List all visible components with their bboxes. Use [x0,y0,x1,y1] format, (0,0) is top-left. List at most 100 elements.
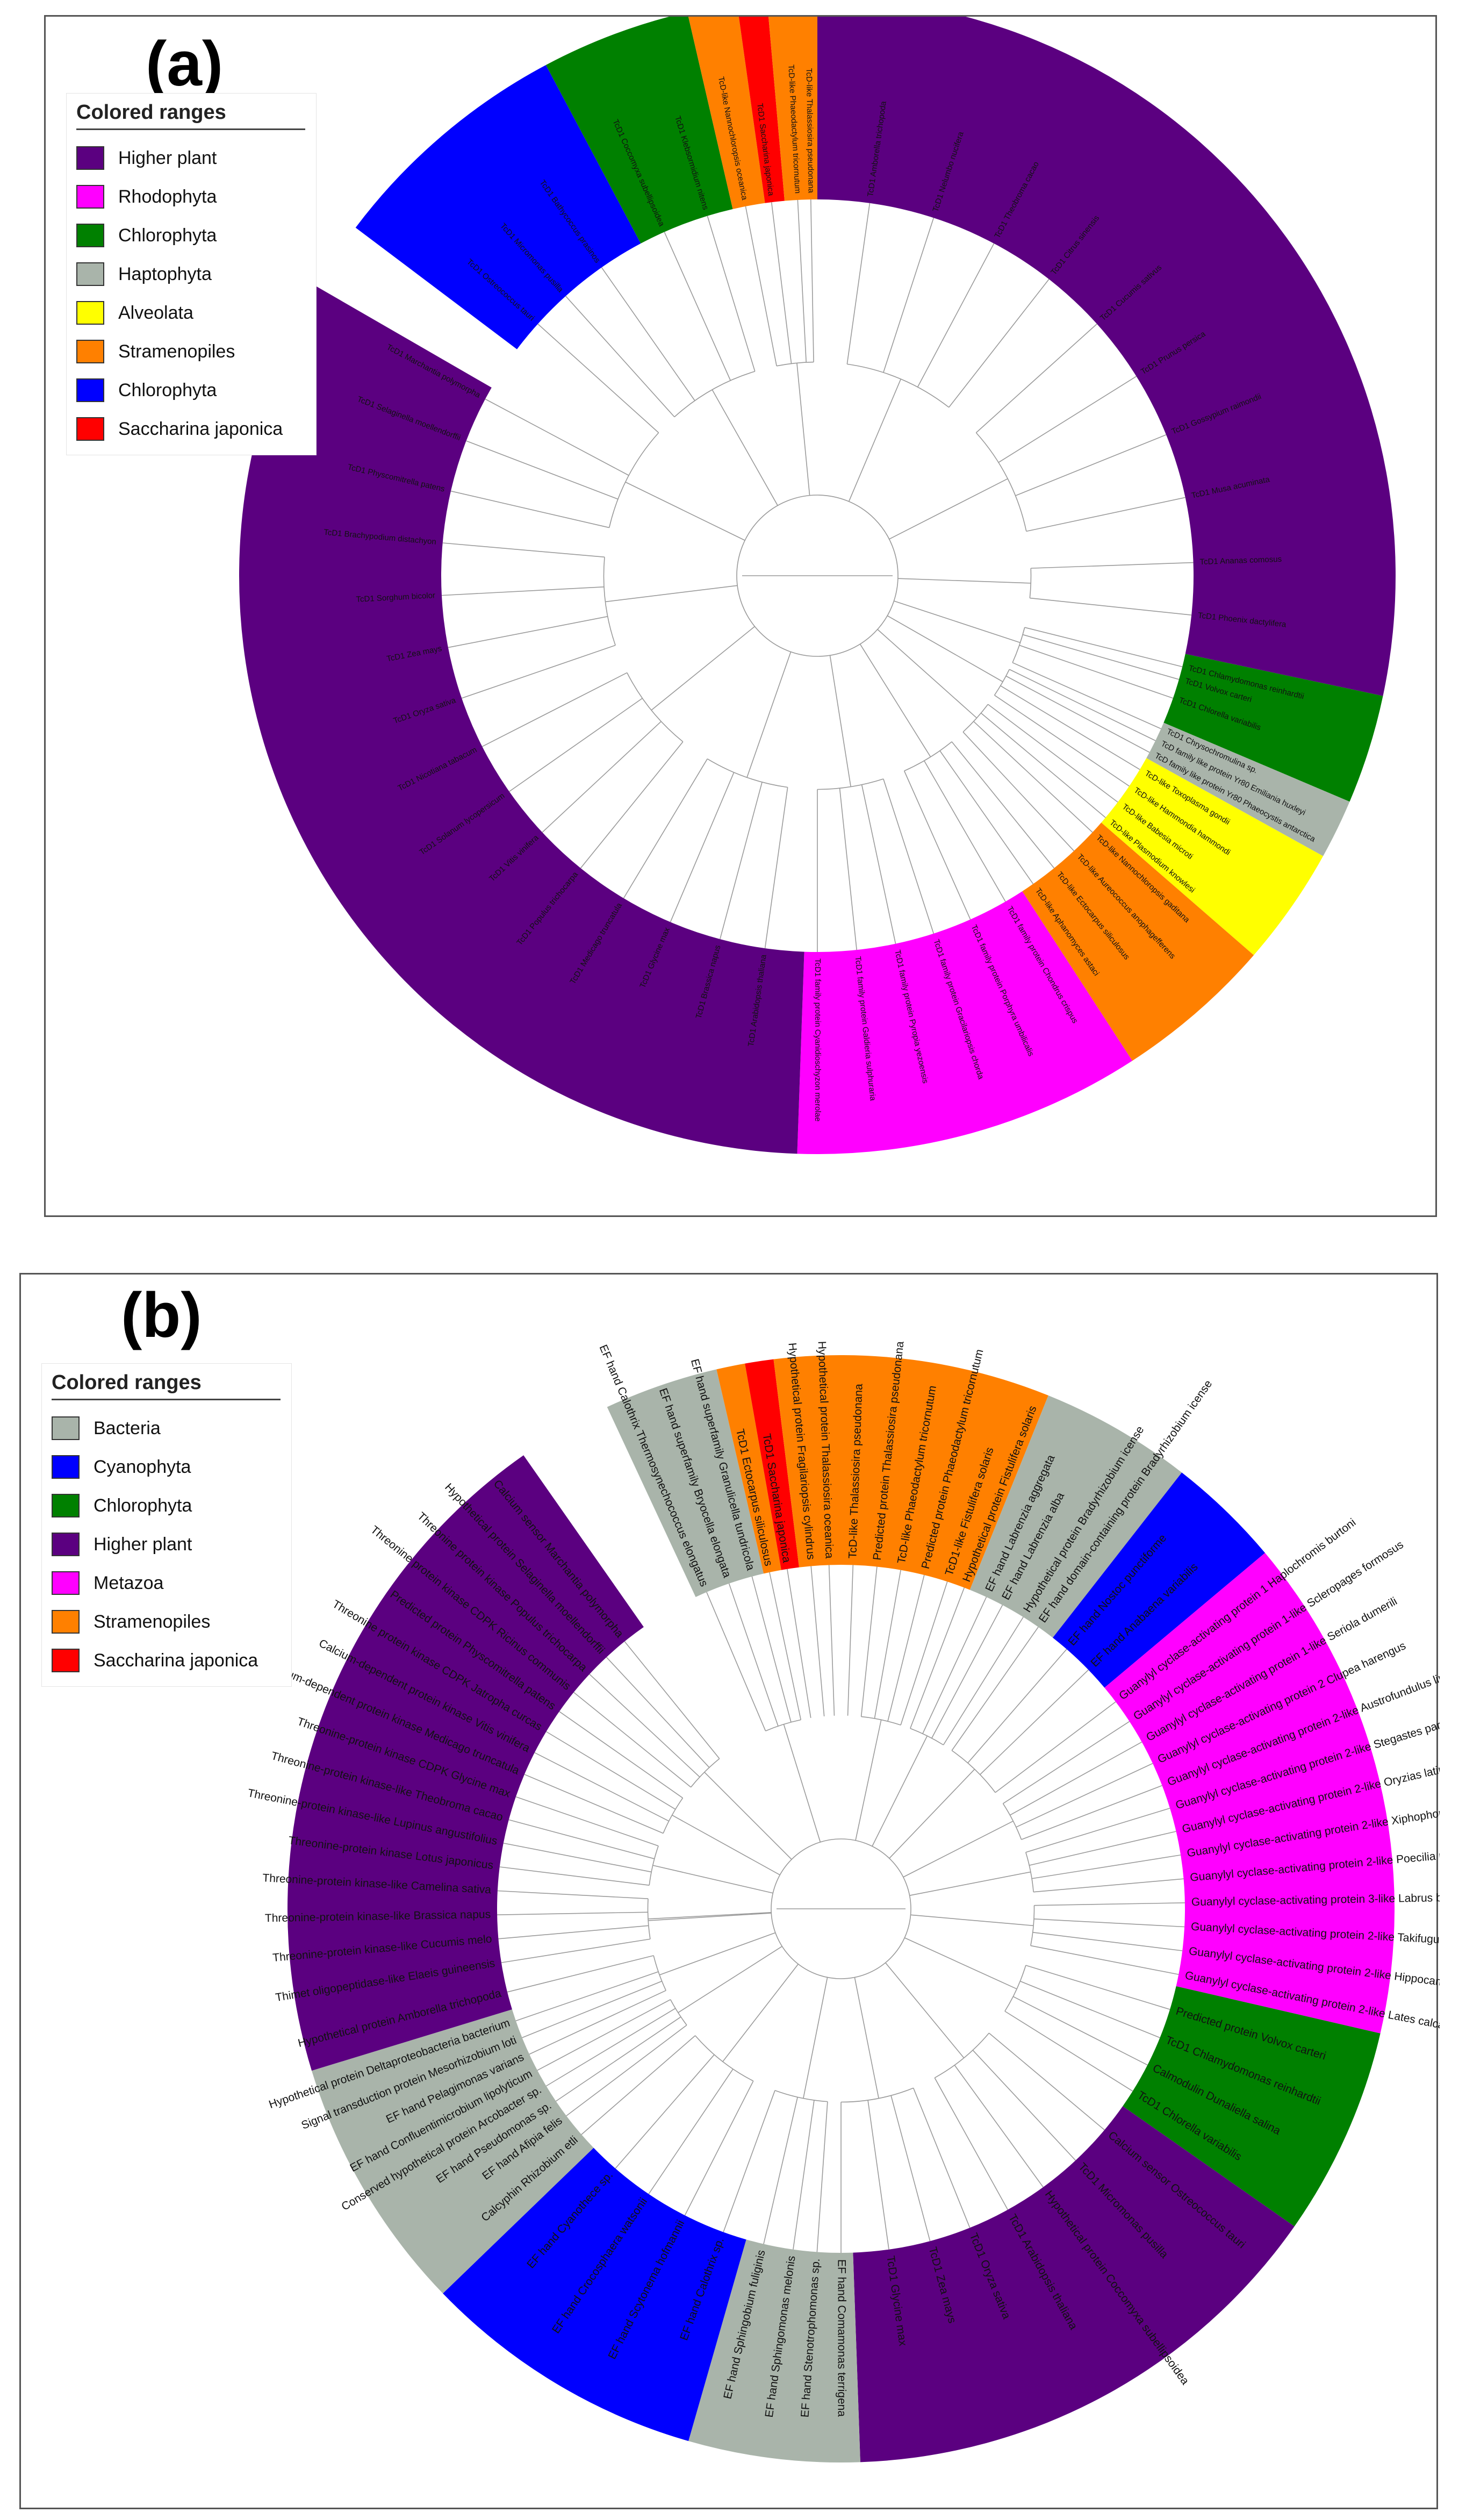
leaf-branch [482,672,628,747]
leaf-branch [924,760,1006,902]
clade-arc [962,704,989,733]
leaf-branch [939,750,1034,884]
legend-item: Alveolata [76,293,305,332]
leaf-branch [546,1731,676,1810]
range-sector [1163,654,1383,802]
leaf-branch [1030,597,1192,615]
panel-b: EF hand Calothrix Thermosynechococcus el… [19,1273,1440,2509]
legend-item: Stramenopiles [52,1602,281,1641]
range-sector [738,17,785,203]
leaf-branch [973,721,1093,833]
legend-label: Higher plant [118,147,217,168]
leaf-branch [998,376,1137,463]
clade-arc [1012,627,1025,663]
leaf-branch [745,206,777,366]
clade-stem [796,363,810,496]
legend-item: Chlorophyta [76,371,305,410]
clade-arc [774,2090,828,2102]
legend-label: Chlorophyta [118,380,217,400]
leaf-branch [1012,1996,1148,2066]
legend-item: Rhodophyta [76,177,305,216]
range-sector [1053,1472,1266,1688]
range-sector [1022,822,1254,1061]
legend-label: Chlorophyta [94,1495,192,1516]
leaf-branch [508,1819,655,1859]
leaf-branch [466,440,619,500]
leaf-branch [910,1587,965,1729]
leaf-branch [995,1701,1116,1793]
range-sector [688,17,765,209]
leaf-branch [723,2090,775,2232]
leaf-branch [931,1605,1003,1738]
leaf-branch [648,2068,734,2195]
clade-stem [625,482,745,541]
leaf-branch [1034,1902,1185,1906]
leaf-branch [501,1938,651,1963]
leaf-branch [461,645,616,699]
range-sector [768,17,817,201]
leaf-branch [566,2024,687,2116]
leaf-branch [1030,1945,1179,1975]
leaf-branch [515,1971,659,2022]
leaf-branch [1032,1932,1183,1951]
clade-arc [670,1999,687,2025]
leaf-branch [846,203,871,364]
color-swatch [52,1571,80,1595]
clade-stem [887,615,1003,682]
leaf-branch [485,398,629,476]
legend-item: Saccharina japonica [76,410,305,448]
leaf-branch [728,1583,779,1727]
leaf-branch [720,782,763,940]
leaf-branch [890,2095,931,2242]
leaf-branch [623,758,708,899]
leaf-branch [1033,1878,1184,1893]
leaf-branch [498,1925,649,1939]
leaf-branch [1003,1721,1130,1804]
legend-label: Bacteria [94,1418,161,1438]
leaf-branch [515,1796,659,1846]
legend-title: Colored ranges [52,1371,281,1400]
legend-item: Bacteria [52,1409,281,1448]
root-ring [771,1838,911,1979]
range-sector [773,1355,1048,1590]
panel-label: (b) [121,1280,202,1351]
clade-stem [904,1937,1017,1989]
clade-arc [653,1955,666,1991]
leaf-branch [1019,645,1174,699]
clade-arc [951,1750,996,1793]
leaf-branch [450,490,609,528]
legend-label: Stramenopiles [94,1611,211,1632]
clade-stem [678,1946,782,2013]
leaf-branch [684,2080,754,2216]
leaf-branch [1025,1965,1170,2010]
clade-stem [783,1724,821,1843]
leaf-branch [542,721,662,833]
color-swatch [76,378,104,402]
clade-stem [746,652,792,778]
legend-title: Colored ranges [76,101,305,130]
leaf-branch [967,1649,1067,1764]
legend-label: Saccharina japonica [94,1650,258,1671]
leaf-branch [1024,627,1183,668]
leaf-branch [507,1955,654,1993]
leaf-branch [529,1990,666,2055]
leaf-branch [1005,675,1150,753]
leaf-branch [954,2065,1044,2188]
color-swatch [52,1416,80,1440]
leaf-branch [948,278,1050,408]
leaf-branch [962,732,1074,851]
range-sector [1146,722,1350,856]
range-sector [716,1363,781,1574]
clade-arc [776,361,814,367]
leaf-branch [1009,669,1156,741]
legend-label: Alveolata [118,302,193,323]
range-sector [853,2106,1295,2462]
leaf-branch [1025,1808,1170,1853]
leaf-branch [581,2035,696,2135]
root-ring [736,495,899,657]
clade-stem [885,1962,965,2058]
range-sector [797,891,1133,1154]
legend-label: Saccharina japonica [118,418,283,439]
color-swatch [52,1494,80,1517]
range-sector [1101,758,1324,955]
